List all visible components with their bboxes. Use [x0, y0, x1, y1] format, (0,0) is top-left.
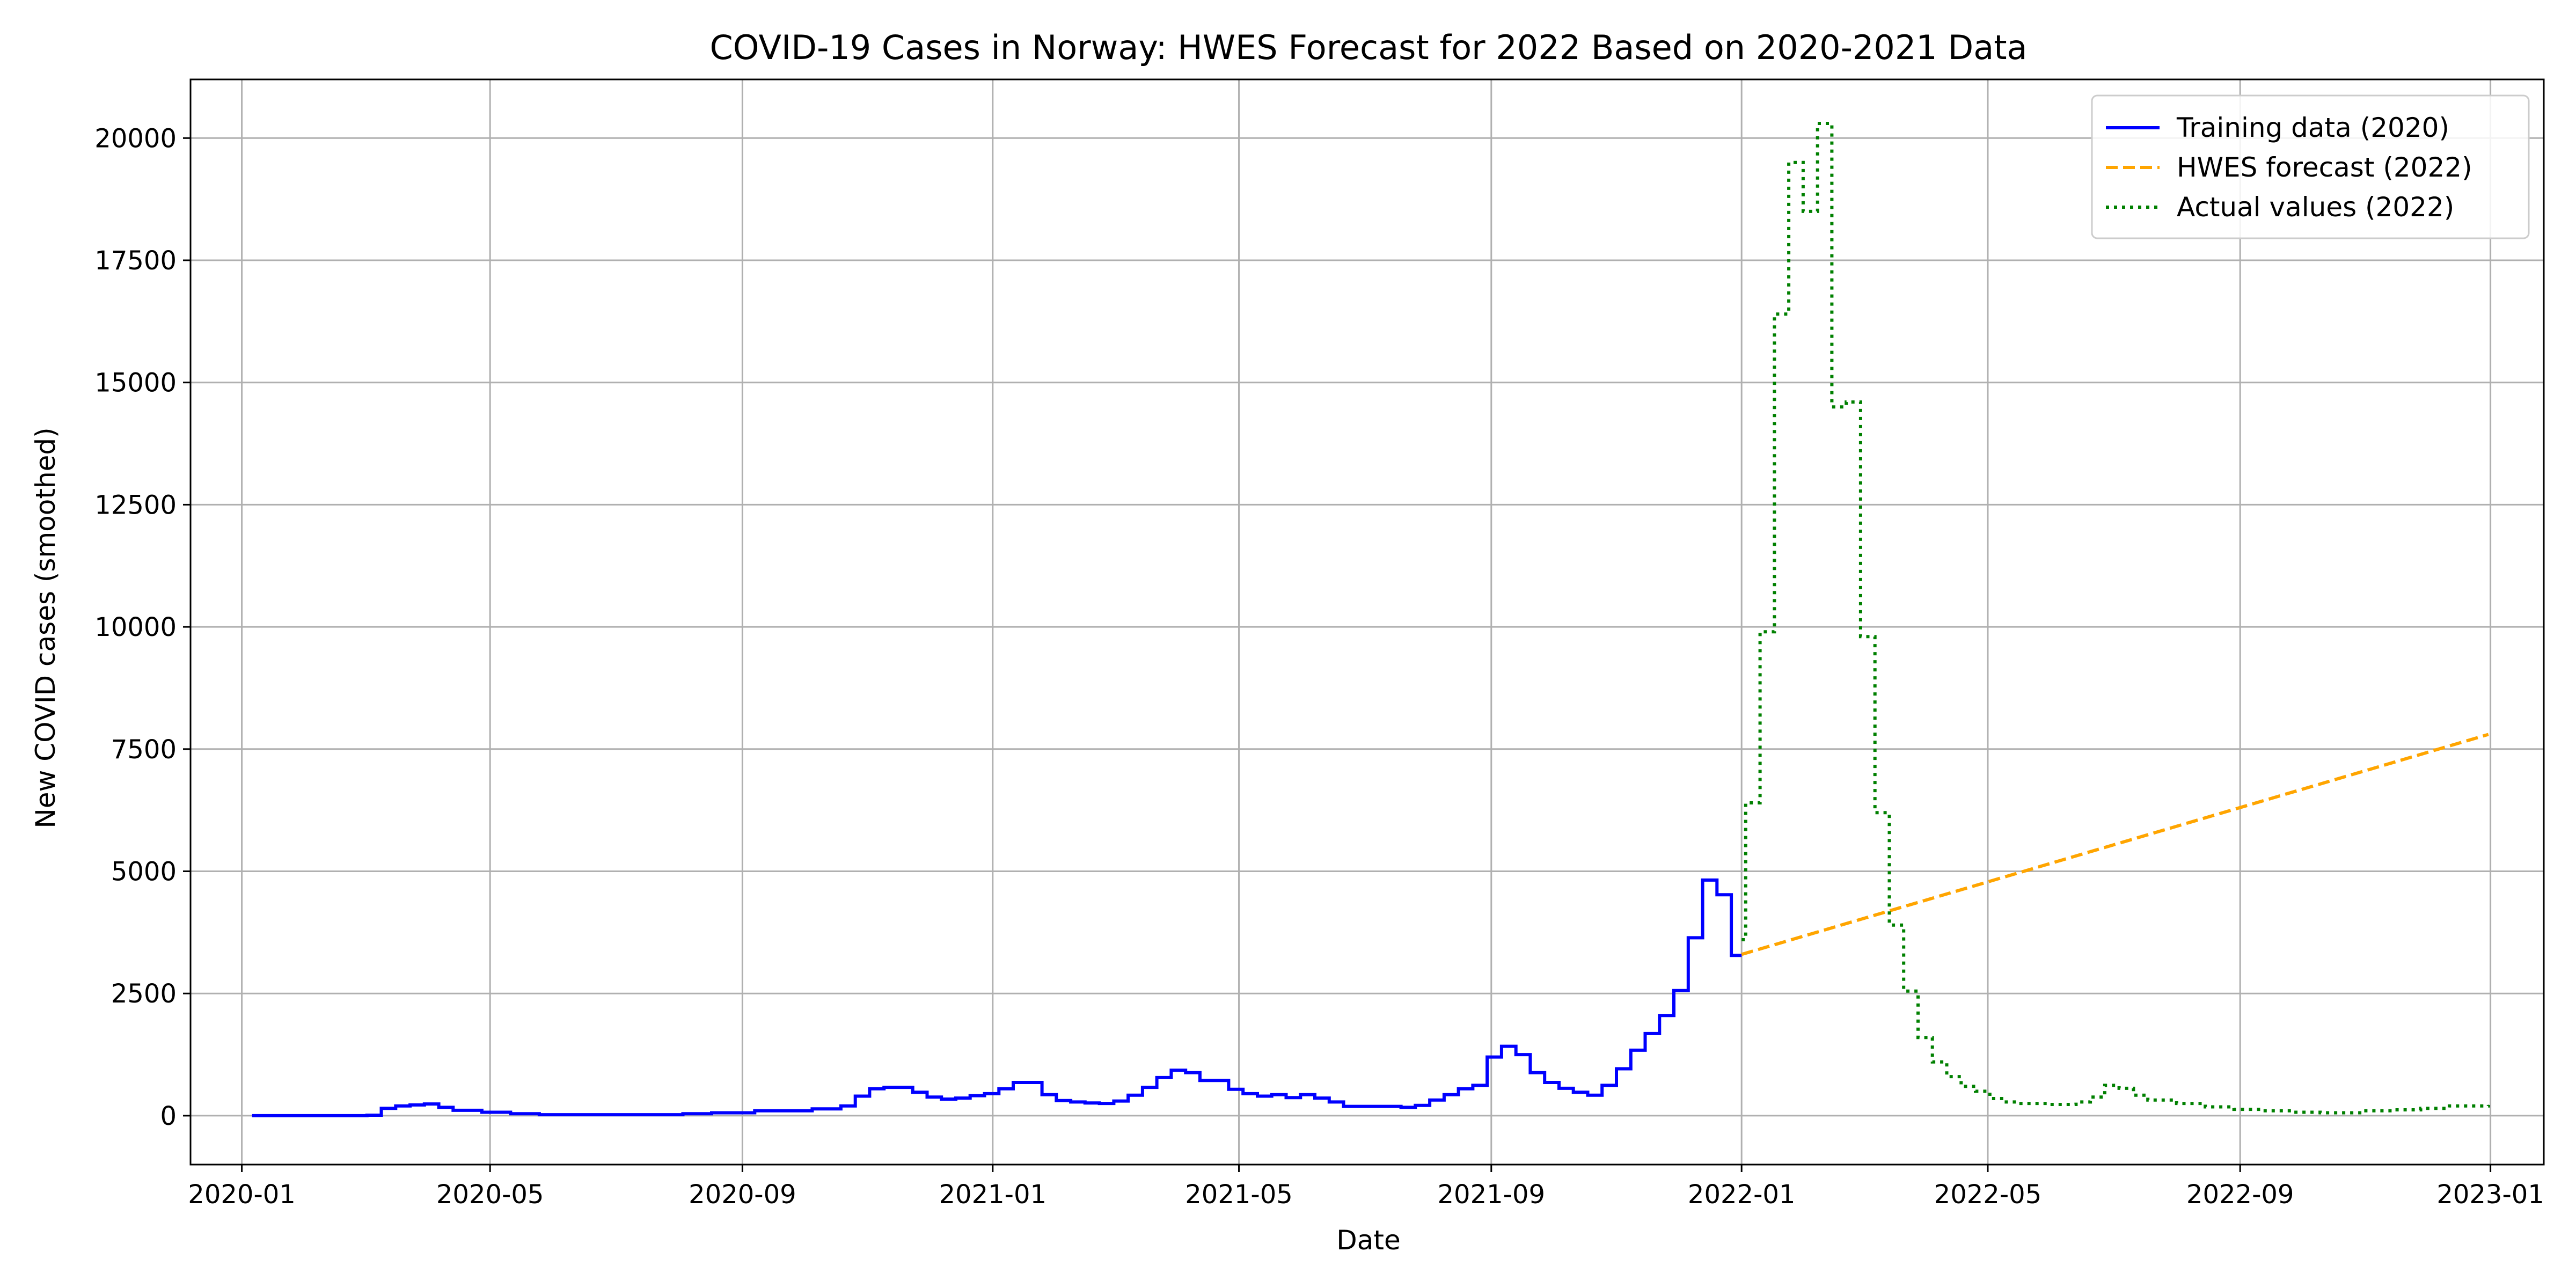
x-axis: 2020-01 2020-05 2020-09 2021-01 2021-05 2021-… [188, 1165, 2544, 1210]
y-tick-label: 7500 [111, 735, 177, 765]
chart-title: COVID-19 Cases in Norway: HWES Forecast … [710, 28, 2028, 67]
x-tick-label: 2020-01 [188, 1180, 296, 1210]
y-tick-label: 17500 [94, 246, 177, 276]
x-tick-label: 2020-09 [689, 1180, 796, 1210]
x-axis-label: Date [1336, 1225, 1401, 1256]
plot-frame [189, 78, 2545, 1166]
y-tick-label: 5000 [111, 857, 177, 887]
series-training-data-2020 [252, 878, 1742, 1117]
x-tick-label: 2022-05 [1934, 1180, 2042, 1210]
y-tick-label: 10000 [94, 612, 177, 642]
x-tick-label: 2022-09 [2186, 1180, 2294, 1210]
x-tick-label: 2022-01 [1688, 1180, 1796, 1210]
x-tick-label: 2023-01 [2436, 1180, 2544, 1210]
y-tick-label: 20000 [94, 123, 177, 153]
x-tick-label: 2021-05 [1185, 1180, 1293, 1210]
x-tick-label: 2021-01 [939, 1180, 1047, 1210]
x-tick-label: 2020-05 [436, 1180, 544, 1210]
legend: Training data (2020) HWES forecast (2022)… [2091, 94, 2530, 239]
legend-label: HWES forecast (2022) [2177, 152, 2472, 183]
legend-label: Training data (2020) [2176, 112, 2449, 143]
x-tick-label: 2021-09 [1438, 1180, 1546, 1210]
y-axis-label: New COVID cases (smoothed) [30, 427, 61, 828]
series-actual-values-2022 [1741, 122, 2490, 1115]
legend-label: Actual values (2022) [2177, 192, 2454, 223]
series-lines [252, 122, 2490, 1117]
y-tick-label: 15000 [94, 368, 177, 398]
y-tick-label: 12500 [94, 490, 177, 520]
y-tick-label: 0 [160, 1101, 177, 1131]
y-tick-label: 2500 [111, 979, 177, 1009]
legend-box [2091, 94, 2530, 239]
y-axis: 0 2500 5000 7500 10000 12500 15000 17500 20000 [94, 123, 191, 1131]
series-hwes-forecast-2022 [1741, 733, 2489, 956]
